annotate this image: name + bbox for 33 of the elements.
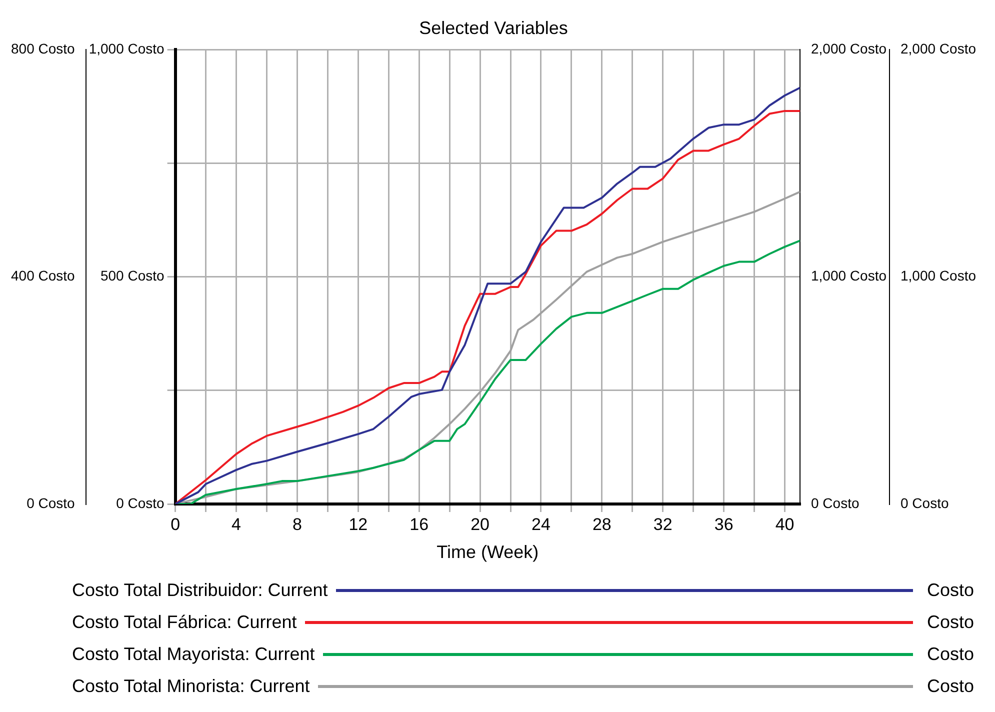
x-tick-label: 0 <box>170 514 180 534</box>
x-tick-label: 4 <box>232 514 241 534</box>
x-tick-label: 20 <box>470 514 490 534</box>
x-tick-label: 16 <box>410 514 429 534</box>
text: Costo <box>927 612 976 632</box>
text: Costo <box>927 644 976 664</box>
legend-label: Costo Total Minorista: Current <box>72 676 310 696</box>
y-tick-label: 1,000 Costo <box>88 40 165 56</box>
x-tick-label: 36 <box>714 514 734 534</box>
y-tick-label: 500 Costo <box>100 268 165 284</box>
y3-tick-label: 0 Costo <box>811 494 860 511</box>
chart-title: Selected Variables <box>419 18 568 38</box>
legend-label: Costo Total Mayorista: Current <box>72 644 315 664</box>
y3-tick-label: 1,000 Costo <box>811 268 887 284</box>
text: Costo <box>927 676 976 696</box>
x-tick-label: 40 <box>775 514 794 534</box>
text: 2,000 Costo <box>900 40 976 56</box>
x-axis-title: Time (Week) <box>436 542 539 562</box>
x-tick-label: 12 <box>348 514 368 534</box>
legend-label: Costo Total Fábrica: Current <box>72 612 297 632</box>
x-tick-label: 32 <box>653 514 672 534</box>
legend-label: Costo Total Distribuidor: Current <box>72 580 328 600</box>
x-tick-label: 28 <box>592 514 612 534</box>
text: Costo <box>927 580 976 600</box>
x-tick-label: 24 <box>532 514 550 534</box>
y3-tick-label: 2,000 Costo <box>811 40 887 56</box>
text: 1,000 Costo <box>900 268 976 284</box>
y2-tick-label: 0 Costo <box>26 494 76 511</box>
y2-tick-label: 800 Costo <box>10 40 76 56</box>
x-tick-label: 8 <box>292 514 302 534</box>
text: 0 Costo <box>900 494 949 511</box>
y2-tick-label: 400 Costo <box>10 268 76 284</box>
y-tick-label: 0 Costo <box>116 494 165 511</box>
